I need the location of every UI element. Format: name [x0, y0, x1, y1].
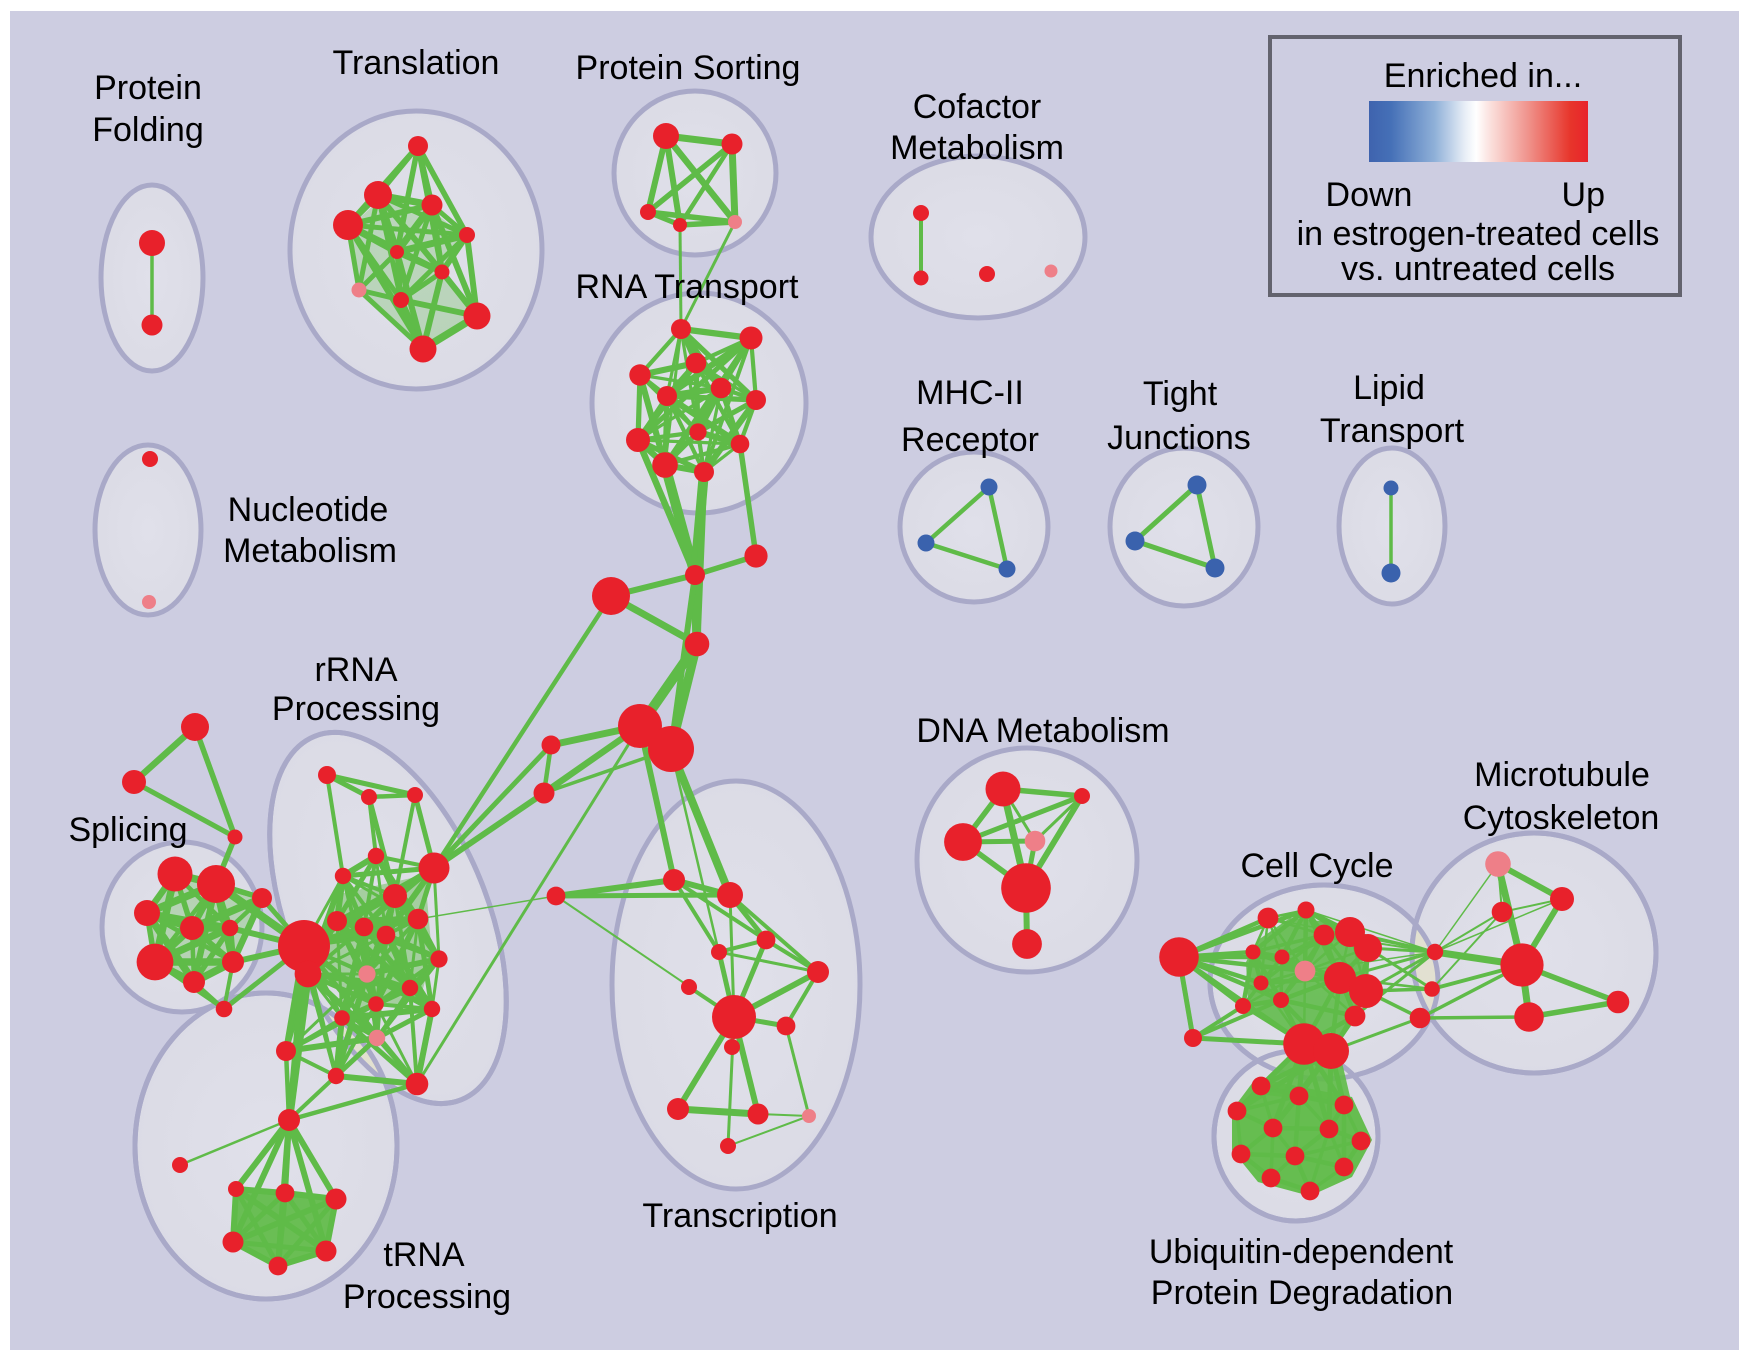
svg-text:Tight: Tight: [1143, 375, 1218, 413]
svg-text:Lipid: Lipid: [1353, 369, 1425, 407]
svg-text:Metabolism: Metabolism: [890, 129, 1064, 167]
svg-text:Transcription: Transcription: [642, 1197, 837, 1235]
svg-text:Protein: Protein: [94, 69, 202, 107]
svg-text:Cytoskeleton: Cytoskeleton: [1463, 799, 1660, 837]
svg-text:RNA Transport: RNA Transport: [576, 268, 800, 306]
svg-text:Junctions: Junctions: [1107, 419, 1251, 457]
svg-text:Ubiquitin-dependent: Ubiquitin-dependent: [1149, 1233, 1454, 1271]
svg-text:Splicing: Splicing: [68, 811, 187, 849]
svg-text:vs. untreated cells: vs. untreated cells: [1341, 250, 1615, 288]
svg-text:Enriched in...: Enriched in...: [1384, 57, 1582, 95]
svg-text:Processing: Processing: [343, 1278, 511, 1316]
svg-text:Folding: Folding: [92, 111, 204, 149]
svg-text:in estrogen-treated cells: in estrogen-treated cells: [1297, 215, 1660, 253]
svg-text:DNA Metabolism: DNA Metabolism: [916, 712, 1169, 750]
svg-text:rRNA: rRNA: [314, 651, 397, 689]
svg-text:Translation: Translation: [333, 44, 500, 82]
svg-text:Nucleotide: Nucleotide: [228, 491, 389, 529]
svg-text:Receptor: Receptor: [901, 421, 1039, 459]
svg-text:Up: Up: [1562, 176, 1605, 214]
svg-text:MHC-II: MHC-II: [916, 374, 1024, 412]
svg-text:Cofactor: Cofactor: [913, 88, 1042, 126]
svg-text:Transport: Transport: [1320, 412, 1465, 450]
svg-text:Protein Sorting: Protein Sorting: [576, 49, 801, 87]
svg-text:Microtubule: Microtubule: [1474, 756, 1650, 794]
svg-text:Metabolism: Metabolism: [223, 532, 397, 570]
svg-text:Processing: Processing: [272, 690, 440, 728]
svg-text:Protein Degradation: Protein Degradation: [1151, 1274, 1453, 1312]
svg-text:Cell Cycle: Cell Cycle: [1240, 847, 1393, 885]
svg-text:Down: Down: [1326, 176, 1413, 214]
svg-text:tRNA: tRNA: [383, 1236, 465, 1274]
